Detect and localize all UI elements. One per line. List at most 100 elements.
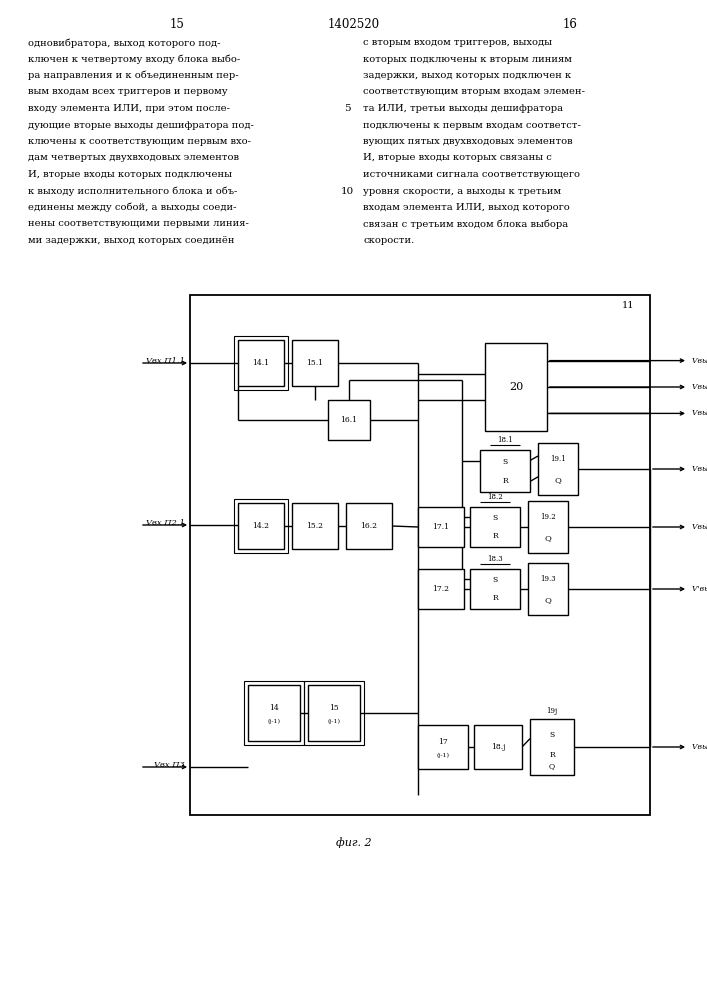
Text: 19.3: 19.3: [540, 575, 556, 583]
Text: связан с третьим входом блока выбора: связан с третьим входом блока выбора: [363, 220, 568, 229]
Text: 19.1: 19.1: [550, 455, 566, 463]
Text: 10: 10: [340, 186, 354, 196]
Bar: [474, 725, 522, 769]
Bar: [292, 340, 338, 386]
Text: нены соответствующими первыми линия-: нены соответствующими первыми линия-: [28, 220, 249, 229]
Bar: [292, 503, 338, 549]
Text: одновибратора, выход которого под-: одновибратора, выход которого под-: [28, 38, 221, 47]
Bar: [328, 400, 370, 440]
Text: соответствующим вторым входам элемен-: соответствующим вторым входам элемен-: [363, 88, 585, 97]
Bar: [470, 569, 520, 609]
Bar: [528, 563, 568, 615]
Text: S: S: [503, 458, 508, 466]
Bar: [418, 507, 464, 547]
Text: R: R: [549, 751, 555, 759]
Text: 11: 11: [621, 301, 634, 310]
Text: 16.2: 16.2: [361, 522, 378, 530]
Text: задержки, выход которых подключен к: задержки, выход которых подключен к: [363, 71, 571, 80]
Bar: [234, 499, 288, 553]
Bar: [528, 501, 568, 553]
Bar: [418, 725, 468, 769]
Text: Vвых П1.i: Vвых П1.i: [692, 409, 707, 417]
Text: (j-1): (j-1): [267, 718, 281, 724]
Text: Vвх П3: Vвх П3: [154, 761, 185, 769]
Text: Vвх П2.1: Vвх П2.1: [146, 519, 185, 527]
Text: 20: 20: [509, 382, 523, 392]
Text: Q: Q: [554, 476, 561, 484]
Text: 16.1: 16.1: [341, 416, 358, 424]
Text: 15.1: 15.1: [307, 359, 324, 367]
Bar: [308, 685, 360, 741]
Text: Q: Q: [544, 596, 551, 604]
Text: входу элемента ИЛИ, при этом после-: входу элемента ИЛИ, при этом после-: [28, 104, 230, 113]
Bar: [538, 443, 578, 495]
Bar: [190, 295, 650, 815]
Text: та ИЛИ, третьи выходы дешифратора: та ИЛИ, третьи выходы дешифратора: [363, 104, 563, 113]
Text: 14.2: 14.2: [252, 522, 269, 530]
Text: входам элемента ИЛИ, выход которого: входам элемента ИЛИ, выход которого: [363, 203, 570, 212]
Text: R: R: [492, 532, 498, 540]
Bar: [346, 503, 392, 549]
Text: 17.1: 17.1: [433, 523, 450, 531]
Text: ми задержки, выход которых соединён: ми задержки, выход которых соединён: [28, 236, 235, 245]
Text: 17: 17: [438, 738, 448, 746]
Text: 5: 5: [344, 104, 350, 113]
Text: вующих пятых двухвходовых элементов: вующих пятых двухвходовых элементов: [363, 137, 573, 146]
Text: Vвых П2.j: Vвых П2.j: [692, 743, 707, 751]
Text: Vвых П2.1: Vвых П2.1: [692, 465, 707, 473]
Bar: [480, 450, 530, 492]
Text: S: S: [549, 731, 554, 739]
Text: вым входам всех триггеров и первому: вым входам всех триггеров и первому: [28, 88, 228, 97]
Text: подключены к первым входам соответст-: подключены к первым входам соответст-: [363, 120, 581, 129]
Text: источниками сигнала соответствующего: источниками сигнала соответствующего: [363, 170, 580, 179]
Text: 18.2: 18.2: [487, 493, 503, 501]
Text: 15.2: 15.2: [307, 522, 324, 530]
Text: (j-1): (j-1): [327, 718, 341, 724]
Text: Q: Q: [549, 763, 555, 771]
Text: дующие вторые выходы дешифратора под-: дующие вторые выходы дешифратора под-: [28, 120, 254, 129]
Text: 14.1: 14.1: [252, 359, 269, 367]
Text: S: S: [492, 514, 498, 522]
Bar: [418, 569, 464, 609]
Bar: [234, 336, 288, 390]
Bar: [485, 343, 547, 431]
Text: 19.2: 19.2: [540, 513, 556, 521]
Bar: [304, 681, 364, 745]
Text: 15: 15: [329, 704, 339, 712]
Bar: [238, 503, 284, 549]
Text: 18.3: 18.3: [487, 555, 503, 563]
Text: которых подключены к вторым линиям: которых подключены к вторым линиям: [363, 54, 572, 64]
Text: И, вторые входы которых связаны с: И, вторые входы которых связаны с: [363, 153, 552, 162]
Text: 17.2: 17.2: [433, 585, 450, 593]
Text: 1402520: 1402520: [328, 18, 380, 31]
Text: к выходу исполнительного блока и объ-: к выходу исполнительного блока и объ-: [28, 186, 238, 196]
Text: фиг. 2: фиг. 2: [337, 837, 372, 848]
Text: единены между собой, а выходы соеди-: единены между собой, а выходы соеди-: [28, 203, 237, 213]
Text: R: R: [492, 594, 498, 602]
Bar: [248, 685, 300, 741]
Text: с вторым входом триггеров, выходы: с вторым входом триггеров, выходы: [363, 38, 552, 47]
Text: уровня скорости, а выходы к третьим: уровня скорости, а выходы к третьим: [363, 186, 561, 196]
Bar: [238, 340, 284, 386]
Text: ра направления и к объединенным пер-: ра направления и к объединенным пер-: [28, 71, 239, 81]
Bar: [470, 507, 520, 547]
Text: ключен к четвертому входу блока выбо-: ключен к четвертому входу блока выбо-: [28, 54, 240, 64]
Bar: [244, 681, 304, 745]
Text: 14: 14: [269, 704, 279, 712]
Text: 18.j: 18.j: [491, 743, 506, 751]
Text: И, вторые входы которых подключены: И, вторые входы которых подключены: [28, 170, 232, 179]
Text: 19j: 19j: [547, 707, 558, 715]
Text: скорости.: скорости.: [363, 236, 414, 245]
Text: Vвых П1.2: Vвых П1.2: [692, 383, 707, 391]
Text: Q: Q: [544, 534, 551, 542]
Text: ключены к соответствующим первым вхо-: ключены к соответствующим первым вхо-: [28, 137, 251, 146]
Text: Vвых П1.н: Vвых П1.н: [692, 357, 707, 365]
Text: Vвх П1.1: Vвх П1.1: [146, 357, 185, 365]
Text: Vвых П2.2: Vвых П2.2: [692, 523, 707, 531]
Text: 16: 16: [563, 18, 578, 31]
Text: 18.1: 18.1: [497, 436, 513, 444]
Text: S: S: [492, 576, 498, 584]
Text: (j-1): (j-1): [436, 752, 450, 758]
Text: 15: 15: [170, 18, 185, 31]
Bar: [530, 719, 574, 775]
